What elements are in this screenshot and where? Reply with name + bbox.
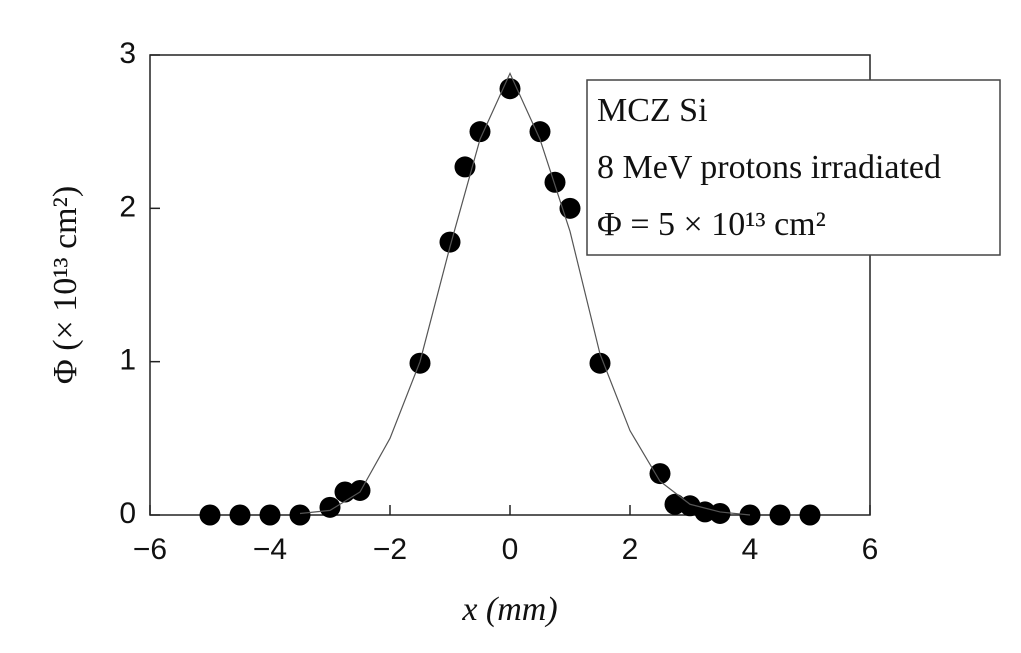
annotation: 8 MeV protons irradiated: [597, 149, 941, 186]
y-tick-label: 3: [119, 37, 136, 70]
y-axis-label: Φ (× 10¹³ cm²): [47, 186, 84, 384]
data-point: [799, 504, 821, 526]
data-point: [499, 78, 521, 100]
legend-box: [586, 79, 1001, 256]
y-tick-label: 0: [119, 497, 136, 530]
data-point: [229, 504, 251, 526]
fit-line: [299, 71, 751, 516]
data-point: [769, 504, 791, 526]
data-point: [259, 504, 281, 526]
data-point: [439, 231, 461, 253]
data-point: [349, 479, 371, 501]
x-tick-label: 2: [622, 533, 639, 566]
x-tick-label: 6: [862, 533, 879, 566]
x-tick-label: −6: [133, 533, 167, 566]
data-point: [544, 171, 566, 193]
x-tick-label: −4: [253, 533, 287, 566]
x-tick-label: 4: [742, 533, 759, 566]
x-tick-label: 0: [502, 533, 519, 566]
data-point: [649, 463, 671, 485]
x-tick-label: −2: [373, 533, 407, 566]
data-point: [709, 502, 731, 524]
y-tick-label: 1: [119, 344, 136, 377]
annotation: MCZ Si: [597, 92, 708, 129]
annotation: Φ = 5 × 10¹³ cm²: [597, 206, 826, 243]
data-point: [289, 504, 311, 526]
x-axis-label: x (mm): [461, 591, 557, 628]
y-tick-label: 2: [119, 190, 136, 223]
data-point: [319, 496, 341, 518]
data-point: [589, 352, 611, 374]
data-point: [199, 504, 221, 526]
